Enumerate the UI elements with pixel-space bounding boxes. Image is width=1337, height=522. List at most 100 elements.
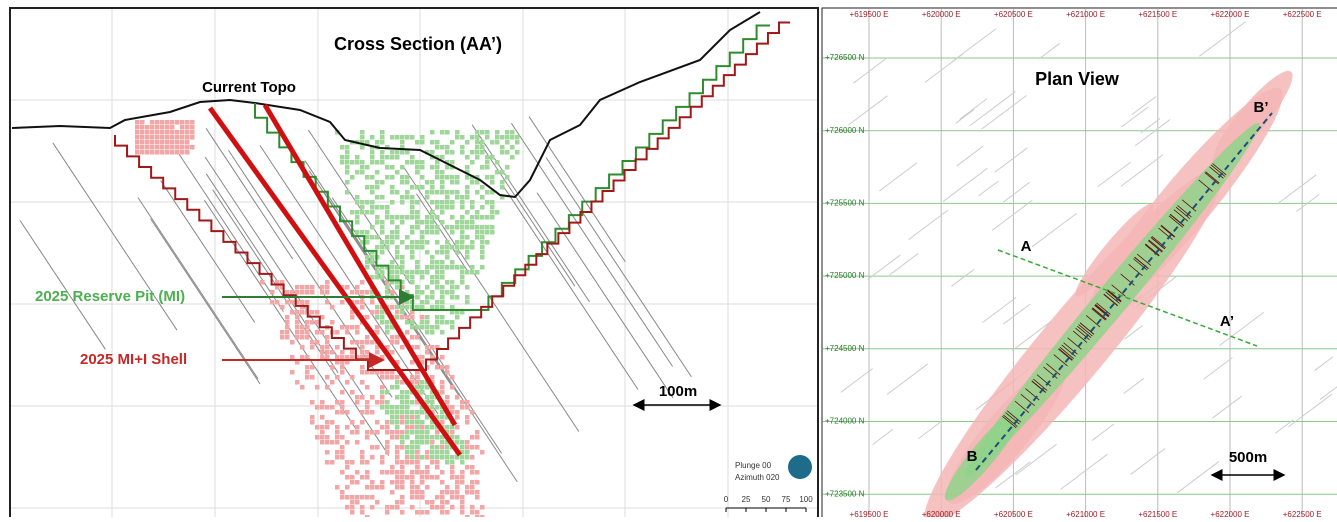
plan-drawing: [823, 9, 1337, 517]
ore-block: [380, 485, 385, 490]
ore-block: [435, 450, 440, 455]
drill-intercept: [1160, 224, 1176, 237]
ore-block: [420, 245, 425, 250]
ore-block: [485, 200, 490, 205]
ore-block: [340, 360, 345, 365]
drill-intercept: [1169, 213, 1185, 227]
drill-intercept: [1053, 354, 1068, 367]
ore-block: [420, 425, 425, 430]
ore-block: [425, 345, 430, 350]
ore-block: [390, 305, 395, 310]
ore-block: [420, 325, 425, 330]
ore-block: [405, 405, 410, 410]
ore-block: [380, 355, 385, 360]
ore-block: [390, 185, 395, 190]
ore-block: [420, 185, 425, 190]
ore-block: [380, 135, 385, 140]
ore-block: [440, 205, 445, 210]
ore-block: [395, 285, 400, 290]
ore-block: [405, 425, 410, 430]
ore-block: [455, 315, 460, 320]
ore-block: [460, 310, 465, 315]
ore-block: [325, 405, 330, 410]
ore-block: [430, 445, 435, 450]
ore-block: [365, 385, 370, 390]
drill-trace: [1091, 423, 1115, 441]
ore-block: [360, 380, 365, 385]
ore-block: [450, 175, 455, 180]
ore-block: [420, 320, 425, 325]
ore-block: [300, 305, 305, 310]
ore-block: [445, 205, 450, 210]
ore-block: [465, 255, 470, 260]
ore-block: [355, 160, 360, 165]
ore-block: [420, 510, 425, 515]
ore-block: [430, 140, 435, 145]
ore-block: [415, 370, 420, 375]
ore-block: [435, 305, 440, 310]
ore-block: [445, 485, 450, 490]
ore-block: [440, 180, 445, 185]
ore-block: [415, 425, 420, 430]
ore-block: [470, 410, 475, 415]
ore-block: [370, 505, 375, 510]
ore-block: [445, 415, 450, 420]
ore-block: [330, 460, 335, 465]
ore-block: [385, 285, 390, 290]
ore-block: [370, 185, 375, 190]
ore-block: [470, 485, 475, 490]
ore-block: [430, 150, 435, 155]
ore-block: [430, 405, 435, 410]
drill-intercept: [1063, 342, 1078, 355]
ore-block: [430, 280, 435, 285]
ore-block: [455, 250, 460, 255]
ore-block: [440, 265, 445, 270]
drill-trace: [1288, 393, 1333, 428]
ore-block: [410, 250, 415, 255]
ore-block: [365, 140, 370, 145]
ore-block: [435, 275, 440, 280]
ore-block: [445, 440, 450, 445]
pit-label: 2025 Reserve Pit (MI): [35, 288, 185, 305]
ore-block: [475, 155, 480, 160]
ore-block: [400, 345, 405, 350]
ore-block: [190, 125, 195, 130]
drill-intercept: [1111, 284, 1126, 297]
ore-block: [400, 310, 405, 315]
drill-trace: [1296, 193, 1320, 212]
ore-block: [450, 190, 455, 195]
ore-block: [385, 345, 390, 350]
ore-block: [480, 140, 485, 145]
drill-intercept: [1002, 416, 1017, 429]
drill-intercept: [1095, 304, 1110, 317]
ore-block: [280, 330, 285, 335]
ore-block: [340, 445, 345, 450]
ore-block: [285, 320, 290, 325]
easting-label: +621500 E: [1138, 510, 1177, 517]
ore-block: [470, 200, 475, 205]
ore-block: [350, 460, 355, 465]
ore-block: [450, 325, 455, 330]
ore-block: [400, 395, 405, 400]
drill-intercept: [1181, 199, 1197, 212]
drill-intercept: [1106, 289, 1122, 303]
ore-block: [400, 410, 405, 415]
ore-block: [355, 340, 360, 345]
ore-block: [370, 480, 375, 485]
ore-block: [450, 435, 455, 440]
ore-block: [405, 395, 410, 400]
drill-trace: [1060, 453, 1108, 490]
drill-intercept: [1076, 325, 1092, 339]
plan-scale-label: 500m: [1229, 449, 1267, 466]
ore-block: [390, 420, 395, 425]
ore-block: [400, 430, 405, 435]
drill-intercept: [1212, 163, 1227, 176]
ore-block: [385, 510, 390, 515]
ore-block: [390, 385, 395, 390]
drill-intercept: [1120, 273, 1135, 286]
ore-block: [455, 485, 460, 490]
drill-intercept: [1198, 179, 1213, 192]
ore-block: [445, 130, 450, 135]
ore-block: [360, 340, 365, 345]
ore-block: [435, 155, 440, 160]
